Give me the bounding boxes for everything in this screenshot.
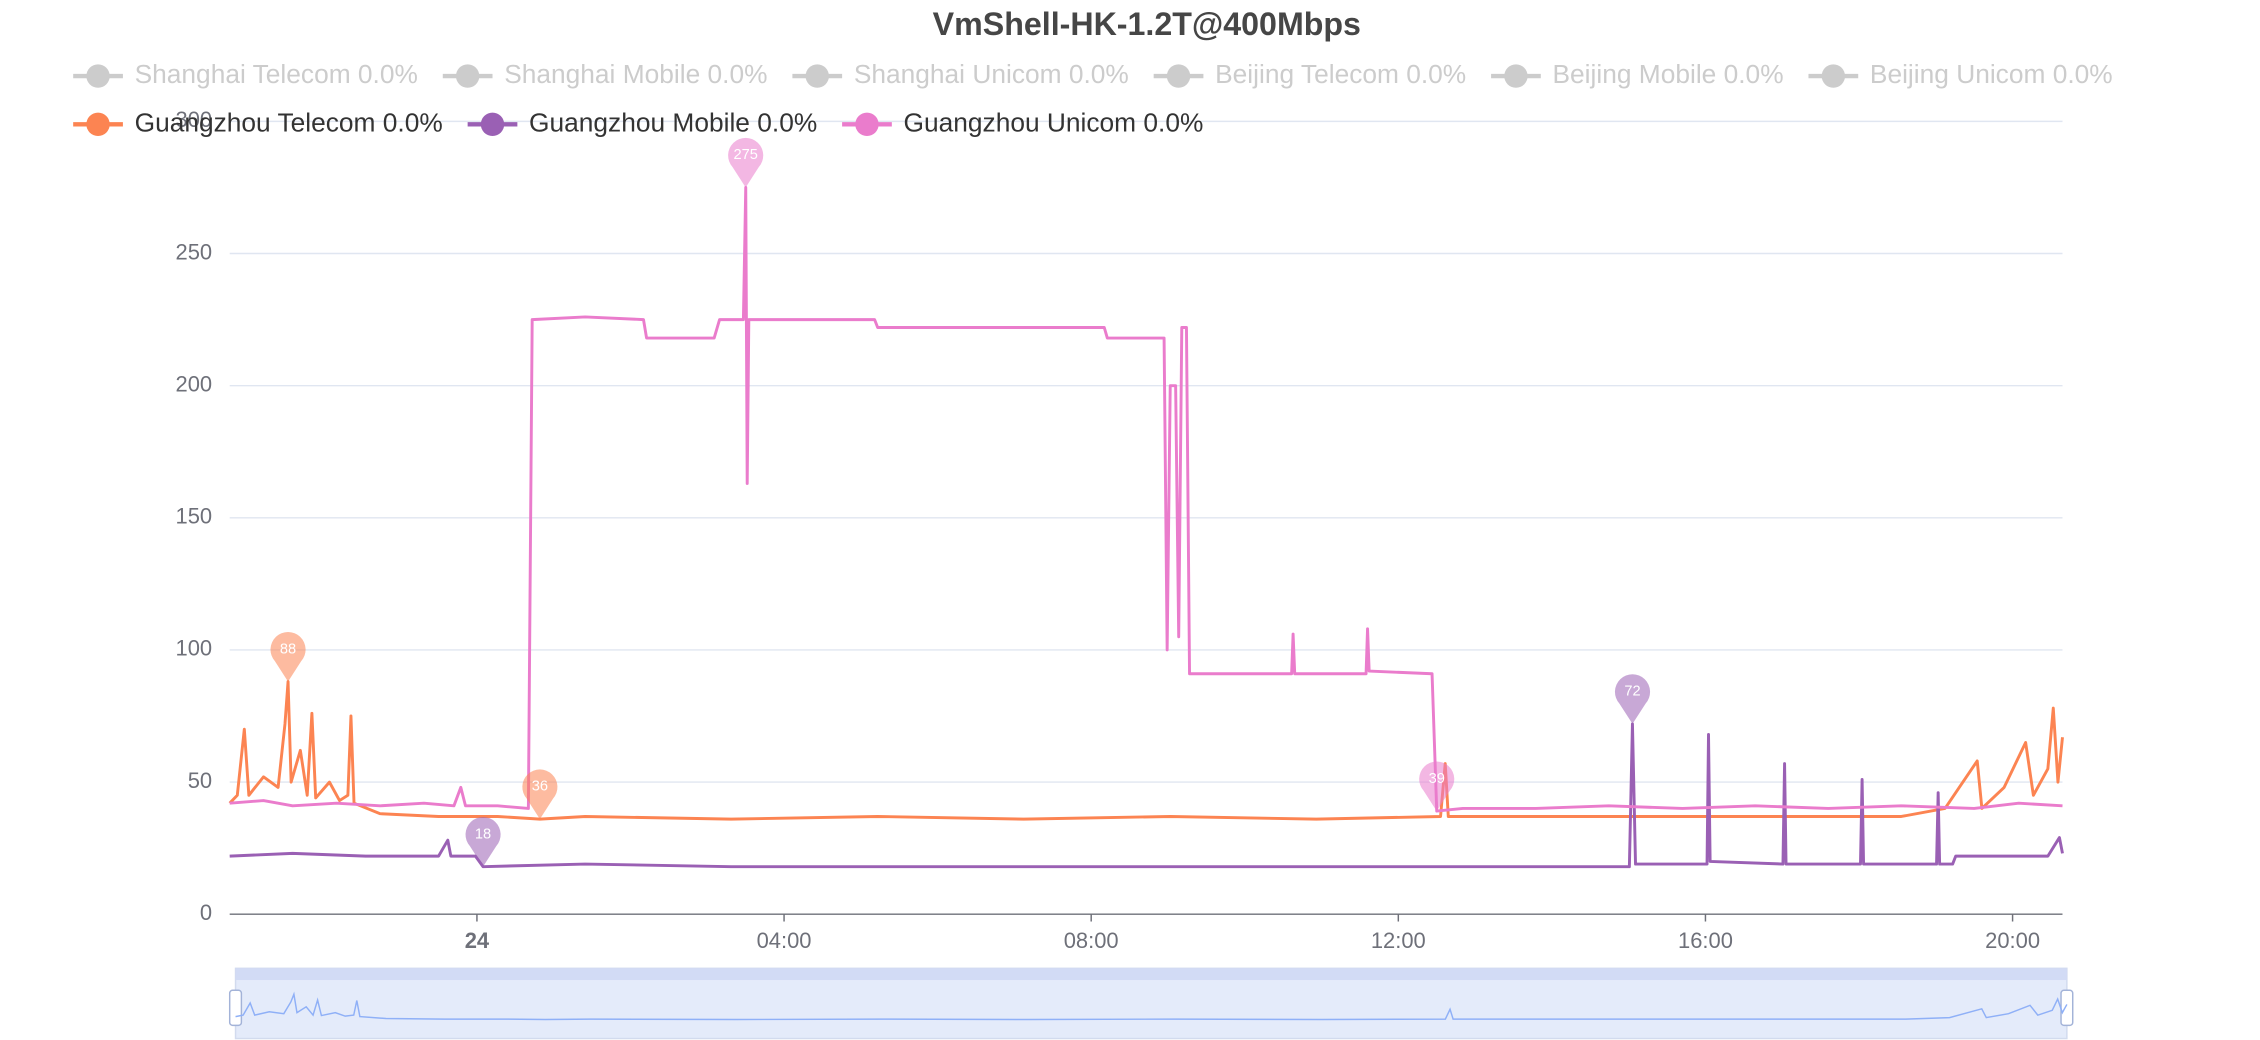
legend-dot: [455, 64, 480, 88]
series-line: [228, 680, 2064, 821]
legend-dot: [855, 112, 879, 137]
legend-item[interactable]: Shanghai Telecom 0.0%: [73, 59, 418, 89]
marker-label: 18: [475, 826, 491, 842]
x-tick-label: 04:00: [757, 928, 812, 953]
legend-item[interactable]: Shanghai Mobile 0.0%: [442, 59, 768, 89]
y-tick-label: 0: [200, 900, 212, 925]
chart-title: VmShell-HK-1.2T@400Mbps: [933, 6, 1361, 42]
legend-label: Guangzhou Mobile 0.0%: [529, 107, 817, 137]
legend-label: Beijing Mobile 0.0%: [1553, 59, 1784, 89]
zoom-handle-left[interactable]: [228, 989, 243, 1027]
marker-pin: [465, 816, 501, 867]
legend-item[interactable]: Guangzhou Unicom 0.0%: [842, 107, 1203, 137]
marker-label: 275: [733, 147, 757, 163]
zoom-preview-line: [235, 991, 2068, 1021]
x-tick-label: 16:00: [1678, 928, 1733, 953]
legend-item[interactable]: Beijing Unicom 0.0%: [1808, 59, 2113, 89]
legend-dot: [480, 112, 505, 137]
marker-label: 88: [280, 641, 296, 657]
legend-item[interactable]: Guangzhou Mobile 0.0%: [467, 107, 818, 137]
legend-label: Guangzhou Telecom 0.0%: [135, 107, 443, 137]
marker-label: 39: [1429, 771, 1445, 787]
series-line: [229, 186, 2063, 813]
y-tick-label: 150: [176, 504, 213, 529]
marker-pin: [728, 137, 764, 188]
x-tick-label: 08:00: [1064, 928, 1119, 953]
legend-item[interactable]: Shanghai Unicom 0.0%: [792, 59, 1129, 89]
y-tick-label: 50: [188, 768, 212, 793]
legend-dot: [86, 112, 110, 137]
legend-label: Shanghai Mobile 0.0%: [504, 59, 767, 89]
marker-pin: [1614, 674, 1651, 724]
zoom-bar[interactable]: [235, 968, 2067, 981]
legend-dot: [86, 64, 110, 88]
y-tick-label: 100: [176, 636, 213, 661]
series-line: [229, 722, 2064, 869]
x-tick-label: 12:00: [1371, 928, 1426, 953]
marker-label: 36: [532, 779, 548, 795]
marker-label: 72: [1624, 684, 1640, 700]
marker-pin: [270, 632, 306, 682]
legend-item[interactable]: Beijing Telecom 0.0%: [1153, 59, 1467, 89]
y-tick-label: 300: [176, 107, 213, 132]
legend-item[interactable]: Beijing Mobile 0.0%: [1491, 59, 1784, 89]
x-tick-label: 20:00: [1985, 928, 2040, 953]
marker-pin: [522, 769, 558, 820]
legend-dot: [1504, 64, 1528, 88]
legend-dot: [805, 64, 829, 88]
legend-dot: [1166, 64, 1191, 88]
legend-item[interactable]: Guangzhou Telecom 0.0%: [73, 107, 443, 137]
legend-label: Guangzhou Unicom 0.0%: [904, 107, 1204, 137]
legend-label: Beijing Telecom 0.0%: [1215, 59, 1466, 89]
marker-pin: [1419, 761, 1455, 812]
legend-label: Shanghai Telecom 0.0%: [135, 59, 418, 89]
legend-label: Beijing Unicom 0.0%: [1870, 59, 2113, 89]
legend-label: Shanghai Unicom 0.0%: [854, 59, 1129, 89]
y-tick-label: 200: [176, 371, 213, 396]
x-tick-label: 24: [465, 928, 490, 953]
zoom-handle-right[interactable]: [2060, 989, 2074, 1027]
data-zoom[interactable]: [228, 967, 2074, 1040]
y-tick-label: 250: [176, 239, 213, 264]
legend-dot: [1821, 64, 1846, 88]
